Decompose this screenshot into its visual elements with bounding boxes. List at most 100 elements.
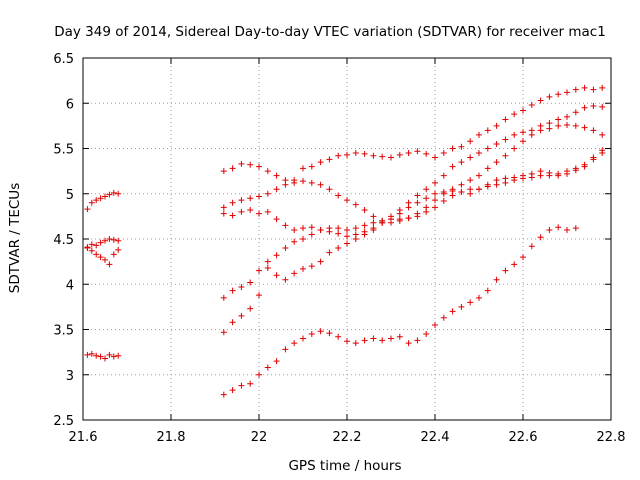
chart-title: Day 349 of 2014, Sidereal Day-to-day VTE…	[54, 24, 606, 40]
data-point	[581, 84, 588, 91]
data-point	[511, 111, 518, 118]
data-point	[396, 210, 403, 217]
data-point	[282, 222, 289, 229]
data-point	[467, 154, 474, 161]
y-tick-label: 4	[66, 278, 74, 293]
data-point	[440, 188, 447, 195]
y-tick-label: 6	[66, 97, 74, 112]
data-point	[238, 197, 245, 204]
data-point	[308, 224, 315, 231]
data-point	[520, 172, 526, 179]
data-point	[352, 236, 359, 242]
y-tick-label: 5.5	[53, 143, 74, 158]
x-tick-label: 21.8	[157, 430, 186, 445]
data-point	[370, 219, 377, 226]
data-point	[458, 188, 465, 195]
data-point	[264, 264, 271, 271]
data-point	[282, 181, 289, 188]
data-point	[423, 208, 430, 215]
data-point	[528, 243, 535, 250]
data-point	[317, 258, 324, 265]
data-point	[247, 161, 254, 168]
data-point	[97, 254, 104, 261]
data-point	[423, 186, 430, 193]
data-point	[84, 245, 91, 252]
data-point	[388, 216, 394, 223]
data-point	[493, 159, 500, 166]
data-point	[405, 215, 412, 222]
data-point	[520, 129, 526, 136]
data-point	[247, 380, 254, 387]
data-point	[220, 168, 227, 175]
data-point	[326, 225, 333, 232]
data-point	[115, 190, 122, 197]
data-point	[546, 169, 553, 176]
data-point	[564, 121, 570, 128]
series-track-9	[220, 147, 606, 336]
data-point	[564, 89, 570, 96]
data-point	[414, 148, 421, 155]
data-point	[511, 174, 518, 181]
data-point	[88, 247, 95, 254]
data-point	[555, 122, 562, 129]
data-point	[344, 233, 350, 240]
data-point	[564, 113, 570, 120]
data-point	[476, 131, 482, 138]
data-point	[291, 238, 298, 245]
data-point	[344, 338, 350, 345]
data-point	[264, 190, 271, 197]
data-point	[467, 190, 474, 197]
data-point	[449, 188, 456, 195]
data-point	[432, 321, 438, 328]
data-point	[396, 333, 403, 340]
data-point	[229, 199, 236, 206]
data-point	[388, 335, 394, 342]
data-point	[106, 191, 113, 198]
data-point	[484, 145, 491, 152]
data-point	[300, 236, 306, 242]
data-point	[590, 127, 597, 134]
data-point	[115, 352, 122, 359]
data-point	[361, 207, 368, 214]
data-point	[388, 154, 394, 161]
data-point	[484, 181, 491, 188]
data-point	[484, 165, 491, 172]
data-point	[449, 145, 456, 152]
data-point	[291, 270, 298, 277]
data-point	[317, 226, 324, 233]
data-point	[300, 265, 306, 272]
data-point	[102, 355, 108, 362]
data-point	[273, 358, 280, 365]
y-tick-label: 4.5	[53, 233, 74, 248]
data-point	[102, 256, 108, 263]
data-point	[291, 177, 298, 184]
series-track-6	[220, 121, 606, 226]
data-point	[564, 226, 570, 233]
data-point	[502, 152, 509, 159]
data-point	[520, 138, 526, 145]
data-point	[493, 177, 500, 184]
data-point	[229, 165, 236, 172]
data-point	[476, 186, 482, 193]
data-point	[335, 230, 342, 237]
data-point	[432, 154, 438, 161]
data-point	[229, 387, 236, 394]
data-point	[326, 156, 333, 163]
data-point	[247, 305, 254, 312]
x-tick-label: 22.8	[597, 430, 626, 445]
x-axis-label: GPS time / hours	[288, 458, 401, 474]
data-point	[88, 199, 95, 206]
x-tick-label: 22.6	[509, 430, 538, 445]
data-point	[352, 340, 359, 347]
data-point	[273, 172, 280, 179]
data-point	[247, 207, 254, 214]
data-point	[581, 124, 588, 131]
data-point	[555, 91, 562, 98]
data-point	[502, 267, 509, 274]
data-point	[97, 195, 104, 202]
data-point	[317, 159, 324, 166]
data-point	[458, 181, 465, 188]
data-point	[352, 150, 359, 157]
y-tick-label: 5	[66, 188, 74, 203]
